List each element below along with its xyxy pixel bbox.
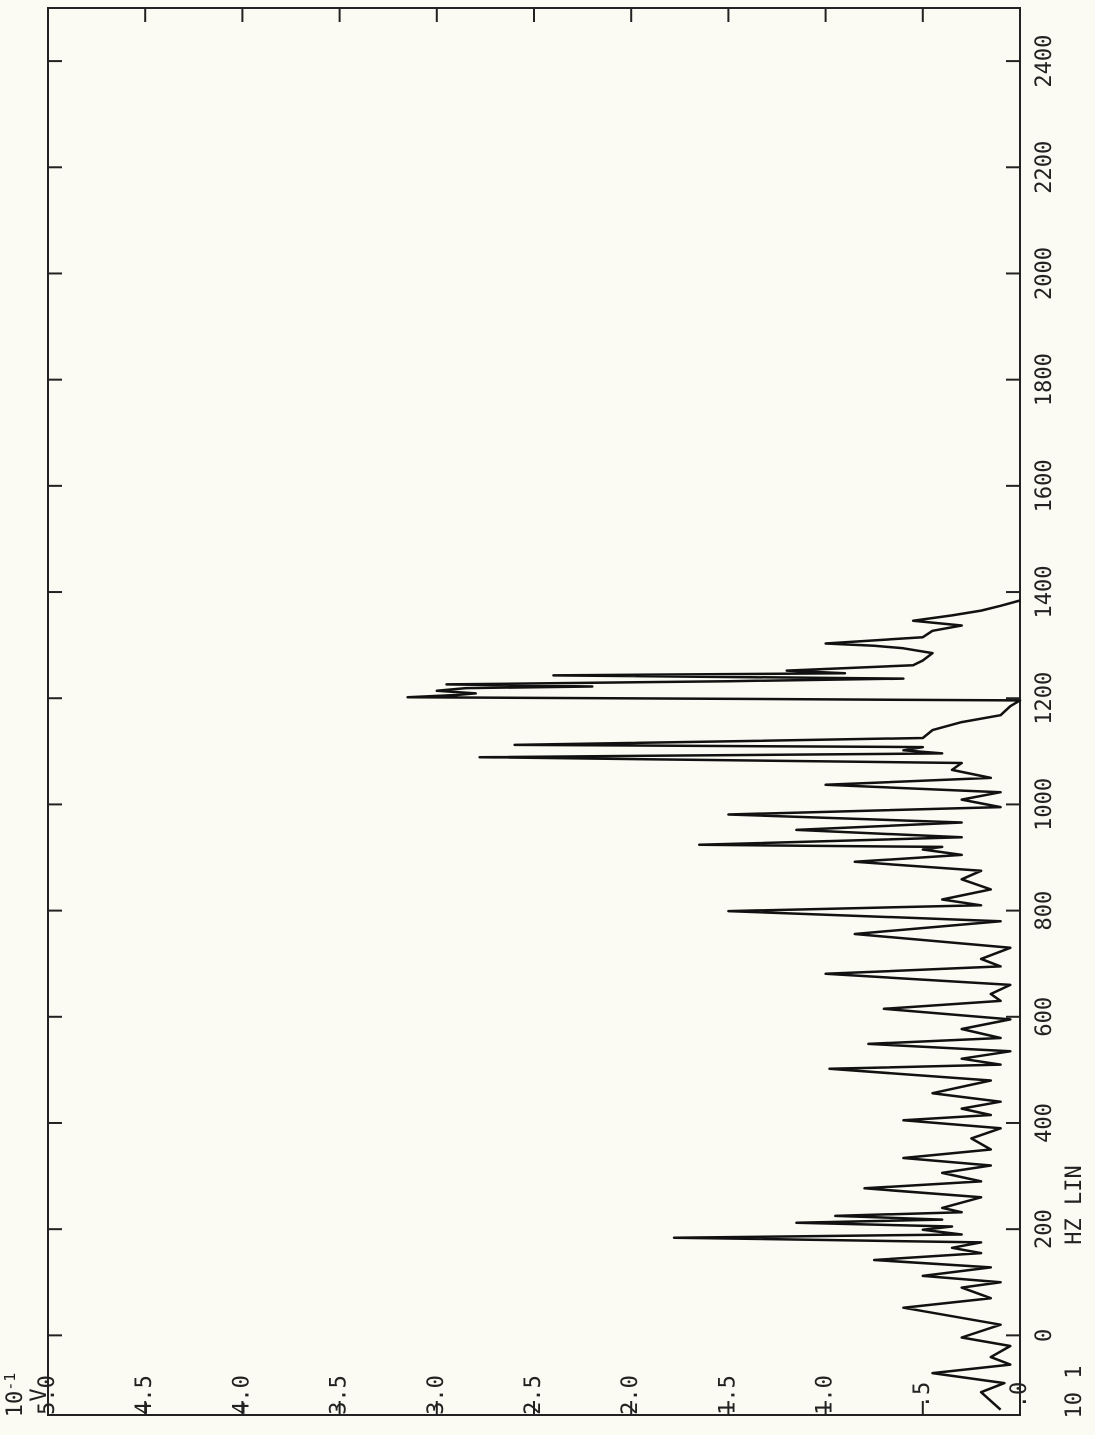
x-tick-label: 2400 [1032,35,1057,88]
value-scale-exp: -1 [1,1373,19,1391]
x-scale-label: 10 1 [1062,1366,1087,1419]
y-tick-label: .5 [910,1382,935,1409]
y-tick-label: 1.5 [715,1375,740,1415]
x-tick-label: 800 [1032,891,1057,931]
y-tick-label: 1.0 [813,1375,838,1415]
value-scale-base: 10 [3,1391,28,1418]
y-tick-label: 4.0 [229,1375,254,1415]
x-tick-label: 2200 [1032,141,1057,194]
y-tick-label: 2.0 [618,1375,643,1415]
x-axis-label: HZ LIN [1062,1165,1087,1244]
spectrum-line [406,599,1022,1411]
plot-frame [47,7,1021,1416]
x-tick-label: 1000 [1032,778,1057,831]
x-tick-label: 400 [1032,1103,1057,1143]
value-scale: 10-1 [1,1373,29,1418]
x-tick-label: 1200 [1032,672,1057,725]
y-tick-label: .0 [1007,1382,1032,1409]
x-tick-label: 1800 [1032,353,1057,406]
y-tick-label: 2.5 [521,1375,546,1415]
y-tick-label: 5.0 [35,1375,60,1415]
x-tick-label: 2000 [1032,247,1057,300]
y-tick-label: 4.5 [132,1375,157,1415]
x-tick-label: 200 [1032,1209,1057,1249]
x-tick-label: 0 [1032,1329,1057,1342]
x-tick-label: 1400 [1032,566,1057,619]
y-tick-label: 3.5 [327,1375,352,1415]
x-tick-label: 1600 [1032,459,1057,512]
value-unit: V [27,1388,52,1401]
x-tick-label: 600 [1032,997,1057,1037]
y-tick-label: 3.0 [424,1375,449,1415]
